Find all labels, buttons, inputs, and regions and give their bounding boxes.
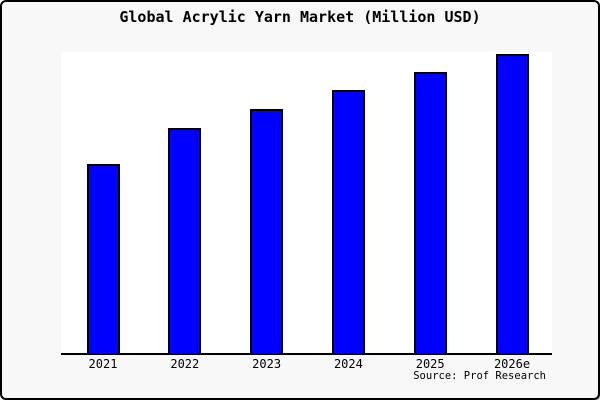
x-tick-2021: 2021 (88, 357, 118, 371)
source-attribution: Source: Prof Research (413, 370, 546, 382)
bar-2026e (495, 54, 529, 353)
x-tick-2023: 2023 (252, 357, 282, 371)
bar-2023 (250, 109, 284, 353)
x-tick-2022: 2022 (170, 357, 200, 371)
plot-area (61, 52, 552, 355)
bar-2025 (413, 72, 447, 353)
x-tick-2024: 2024 (333, 357, 363, 371)
chart-title: Global Acrylic Yarn Market (Million USD) (119, 8, 481, 26)
x-tick-2026e: 2026e (493, 357, 531, 371)
bar-2022 (168, 128, 202, 353)
bar-2024 (331, 90, 365, 353)
x-tick-2025: 2025 (415, 357, 445, 371)
bar-2021 (86, 164, 120, 353)
